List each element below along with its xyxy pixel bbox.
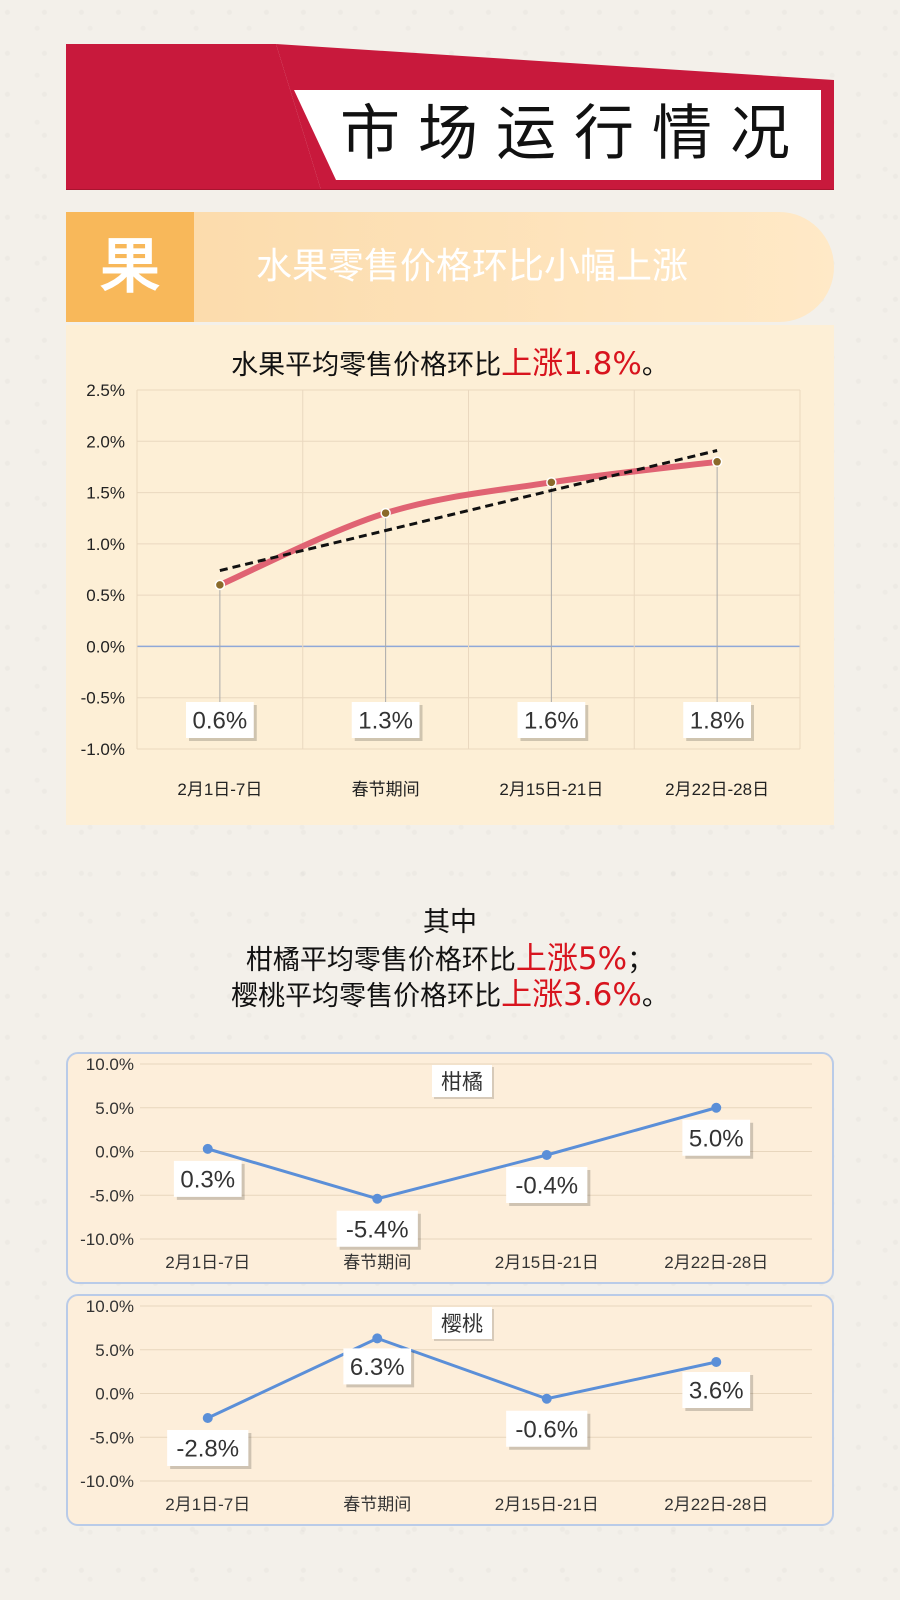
- note-line-2-suffix: ；: [627, 945, 655, 976]
- section-bar: 果 水果零售价格环比小幅上涨: [66, 212, 834, 322]
- summary-prefix: 水果平均零售价格环比: [231, 350, 502, 381]
- note-line-2: 柑橘平均零售价格环比上涨5%；: [0, 941, 900, 977]
- citrus-chart-panel: [66, 1052, 834, 1284]
- summary-suffix: 。: [641, 350, 669, 381]
- section-badge: 果: [66, 212, 194, 322]
- note-line-3-prefix: 樱桃平均零售价格环比: [231, 981, 502, 1012]
- page-header: 市场运行情况: [66, 44, 834, 190]
- note-line-3: 樱桃平均零售价格环比上涨3.6%。: [0, 977, 900, 1013]
- cherry-chart-panel: [66, 1294, 834, 1526]
- main-chart-panel: [66, 325, 834, 825]
- note-line-3-highlight: 上涨3.6%: [501, 977, 642, 1013]
- main-chart-summary: 水果平均零售价格环比上涨1.8%。: [0, 338, 900, 383]
- summary-highlight: 上涨1.8%: [501, 346, 642, 382]
- note-line-3-suffix: 。: [641, 981, 669, 1012]
- section-title: 水果零售价格环比小幅上涨: [256, 246, 689, 287]
- note-line-1: 其中: [423, 907, 477, 938]
- sub-notes: 其中 柑橘平均零售价格环比上涨5%； 樱桃平均零售价格环比上涨3.6%。: [0, 905, 900, 1013]
- note-line-2-prefix: 柑橘平均零售价格环比: [245, 945, 516, 976]
- header-banner: [66, 44, 834, 190]
- page-title: 市场运行情况: [340, 99, 808, 169]
- note-line-2-highlight: 上涨5%: [515, 941, 628, 977]
